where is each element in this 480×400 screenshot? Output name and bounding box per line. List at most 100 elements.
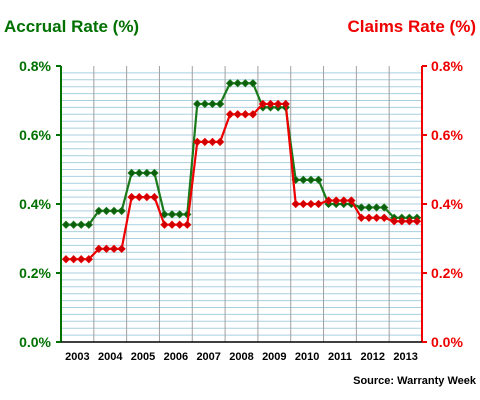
data-point [357,213,366,222]
data-point [175,220,184,229]
left-tick-label: 0.0% [19,334,51,350]
data-point [299,175,308,185]
x-tick-label: 2012 [361,351,385,363]
x-tick-label: 2006 [164,351,188,363]
data-point [167,220,177,229]
data-point [241,110,250,119]
series-claims [61,99,422,264]
data-point [215,99,225,109]
x-tick-label: 2005 [131,351,155,363]
data-point [200,137,210,147]
right-axis-title: Claims Rate (%) [348,17,476,36]
data-point [372,213,381,222]
data-point [94,206,103,216]
data-point [160,220,169,229]
right-tick-label: 0.6% [431,127,463,143]
data-point [380,203,389,212]
data-point [372,203,381,212]
data-point [266,99,275,109]
x-tick-label: 2011 [328,351,352,363]
data-point [291,199,300,209]
data-point [117,244,126,254]
data-point [84,255,93,264]
data-point [142,192,152,202]
data-point [193,137,202,147]
x-tick-label: 2010 [295,351,319,363]
left-tick-label: 0.2% [19,265,51,281]
data-point [208,99,217,109]
data-point [405,217,414,226]
data-point [77,255,86,264]
data-point [127,168,136,178]
right-tick-label: 0.4% [431,196,463,212]
data-point [69,220,78,229]
data-point [193,99,202,109]
data-point [135,168,144,178]
data-point [94,244,103,254]
series-accrual [61,79,422,229]
data-point [102,206,111,216]
data-point [69,255,78,264]
data-point [347,196,356,205]
data-point [273,99,283,109]
data-point [380,213,389,222]
source-note: Source: Warranty Week [353,375,477,387]
data-point [215,137,225,147]
left-axis-title: Accrual Rate (%) [4,17,139,36]
right-tick-label: 0.0% [431,334,463,350]
data-point [200,99,210,109]
data-point [281,99,290,109]
data-point [233,110,242,119]
labels: Accrual Rate (%) Claims Rate (%) Source:… [4,17,477,387]
data-point [135,192,144,202]
data-point [339,196,348,205]
left-tick-label: 0.6% [19,127,51,143]
data-point [102,244,111,254]
data-point [357,203,366,212]
data-point [241,79,250,88]
data-point [208,137,217,147]
x-tick-label: 2009 [262,351,286,363]
data-point [109,206,119,216]
left-tick-label: 0.4% [19,196,51,212]
data-point [117,206,126,216]
data-point [331,196,341,205]
x-tick-label: 2003 [65,351,89,363]
series-layer [61,79,422,264]
data-point [61,255,71,264]
data-point [225,110,235,119]
data-point [258,99,268,109]
data-point [314,175,323,185]
right-tick-label: 0.2% [431,265,463,281]
data-point [61,220,71,229]
data-point [77,220,86,229]
data-point [183,220,192,229]
data-point [314,199,323,209]
data-point [127,192,136,202]
data-point [390,217,399,226]
data-point [364,213,374,222]
data-point [306,175,316,185]
data-point [397,217,406,226]
right-tick-label: 0.8% [431,58,463,74]
data-point [175,210,184,219]
grid [61,66,422,342]
data-point [306,199,316,209]
data-point [248,110,258,119]
data-point [299,199,308,209]
data-point [364,203,374,212]
data-point [324,196,333,205]
data-point [150,168,159,178]
x-tick-label: 2004 [98,351,123,363]
data-point [167,210,177,219]
data-point [84,220,93,229]
data-point [109,244,119,254]
data-point [225,79,235,88]
data-point [150,192,159,202]
left-tick-label: 0.8% [19,58,51,74]
data-point [233,79,242,88]
x-tick-label: 2007 [196,351,220,363]
data-point [412,217,422,226]
